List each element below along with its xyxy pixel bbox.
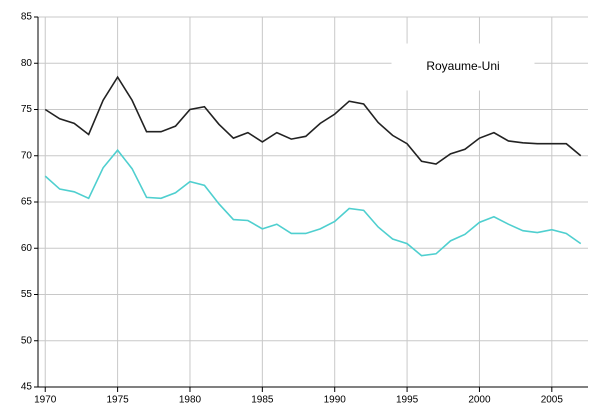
x-tick-label: 2005 [541,395,564,406]
y-tick-label: 75 [21,104,33,115]
annotation-box [391,43,535,91]
y-tick-label: 45 [21,382,33,393]
x-tick-label: 1990 [324,395,347,406]
y-tick-label: 85 [21,12,33,23]
y-tick-label: 60 [21,243,33,254]
y-tick-label: 65 [21,197,33,208]
y-tick-label: 80 [21,58,33,69]
x-tick-label: 1975 [106,395,129,406]
series-line [44,148,582,257]
y-tick-label: 70 [21,150,33,161]
y-tick-label: 50 [21,335,33,346]
x-tick-label: 1970 [34,395,57,406]
x-tick-label: 2000 [468,395,491,406]
annotation: Royaume-Uni [426,59,499,73]
x-tick-label: 1980 [179,395,202,406]
x-tick-label: 1985 [251,395,274,406]
y-tick-label: 55 [21,289,33,300]
x-tick-label: 1995 [396,395,419,406]
series-line [44,75,582,165]
